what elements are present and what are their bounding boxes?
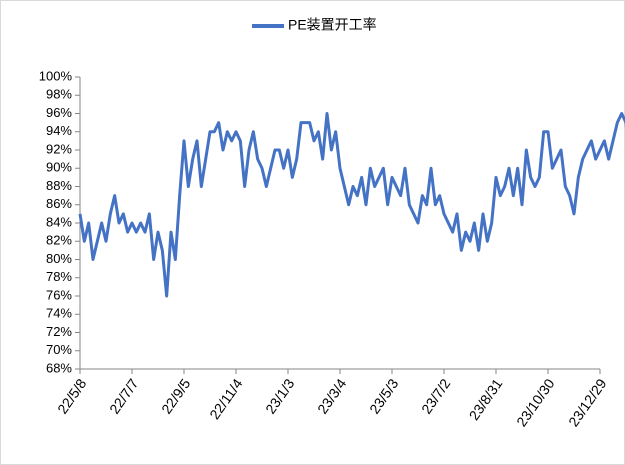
y-tick-label: 68% — [46, 360, 72, 375]
y-tick-label: 72% — [46, 324, 72, 339]
y-tick-label: 88% — [46, 178, 72, 193]
y-tick-label: 78% — [46, 269, 72, 284]
y-tick-label: 96% — [46, 105, 72, 120]
y-tick-label: 100% — [39, 68, 73, 83]
y-tick-label: 82% — [46, 233, 72, 248]
y-tick-label: 98% — [46, 87, 72, 102]
data-line — [78, 112, 625, 298]
y-tick-label: 84% — [46, 214, 72, 229]
y-tick-label: 80% — [46, 251, 72, 266]
y-tick-label: 74% — [46, 306, 72, 321]
legend-label: PE装置开工率 — [288, 17, 377, 33]
y-tick-label: 86% — [46, 196, 72, 211]
y-tick-label: 76% — [46, 287, 72, 302]
y-tick-label: 70% — [46, 342, 72, 357]
y-tick-label: 94% — [46, 123, 72, 138]
y-tick-label: 90% — [46, 160, 72, 175]
y-tick-label: 92% — [46, 141, 72, 156]
